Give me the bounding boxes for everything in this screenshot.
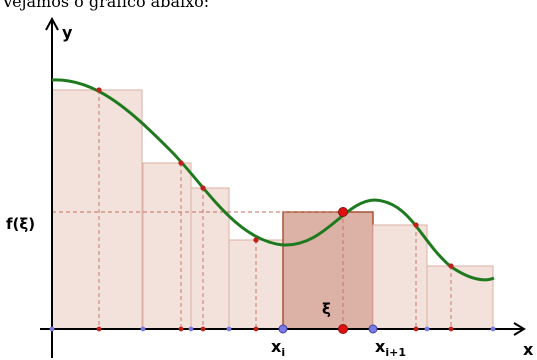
sample-dashed-lines: [52, 90, 452, 329]
axis-sample-1: [96, 326, 102, 332]
axis-sample-7: [448, 326, 454, 332]
xi-label: ξ: [322, 300, 331, 318]
curve-point-7: [448, 263, 454, 269]
x-axis-arrow: [513, 322, 526, 336]
x-i-plus-1-label: xi+1: [375, 337, 406, 359]
partition-point-6: [424, 326, 430, 332]
partition-point-3: [226, 326, 232, 332]
curve-point-1: [96, 87, 102, 93]
axis-sample-6: [413, 326, 419, 332]
x-i-plus-1-subscript: i+1: [385, 346, 406, 359]
xi-axis-point: [338, 324, 348, 334]
rectangle-1: [51, 89, 143, 330]
x-i-plus-1-main: x: [375, 337, 386, 356]
axis-sample-2: [178, 326, 184, 332]
curve-point-4: [253, 237, 259, 243]
function-curve: [51, 78, 495, 282]
subinterval-rectangles: [51, 89, 494, 330]
rectangle-2: [142, 162, 192, 330]
rectangle-6: [372, 224, 428, 330]
x-axis-label: x: [523, 340, 534, 359]
partition-point-1: [140, 326, 146, 332]
axis-partition-points: [49, 326, 496, 332]
y-axis-arrow: [45, 16, 59, 31]
y-axis-label: y: [62, 23, 73, 42]
x-i-point: [278, 324, 288, 334]
rectangle-7: [426, 265, 494, 330]
x-i-subscript: i: [281, 346, 285, 359]
curve-point-2: [178, 160, 184, 166]
f-xi-point: [338, 207, 348, 217]
x-i-label: xi: [271, 337, 285, 359]
axis-sample-4: [253, 326, 259, 332]
curve-point-3: [200, 185, 206, 191]
f-xi-label: f(ξ): [6, 215, 35, 233]
x-i-main: x: [271, 337, 282, 356]
axis-red-points: [96, 326, 454, 332]
curve-point-6: [413, 222, 419, 228]
curve-sample-points: [96, 87, 454, 269]
x-i-plus-1-point: [368, 324, 378, 334]
partition-point-0: [49, 326, 55, 332]
partition-point-2: [188, 326, 194, 332]
partition-point-7: [490, 326, 496, 332]
axis-sample-3: [200, 326, 206, 332]
intro-text: Vejamos o gráfico abaixo:: [1, 0, 209, 11]
